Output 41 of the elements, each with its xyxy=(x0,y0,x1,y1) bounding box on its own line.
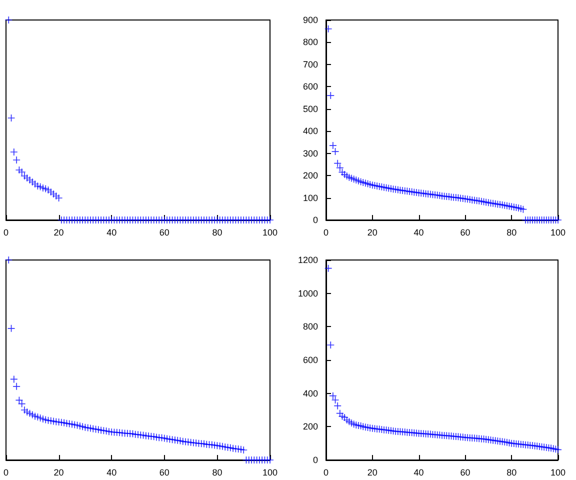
y-tick-label: 400 xyxy=(302,126,318,136)
y-tick-label: 0 xyxy=(312,455,318,465)
x-tick-label: 80 xyxy=(506,468,517,478)
x-tick-label: 0 xyxy=(323,228,329,238)
x-tick-label: 20 xyxy=(367,228,378,238)
x-tick-label: 80 xyxy=(212,228,222,238)
y-tick-label: 1200 xyxy=(298,255,318,265)
x-tick-label: 40 xyxy=(106,468,117,478)
y-tick-label: 1000 xyxy=(298,288,318,298)
x-tick-label: 0 xyxy=(323,468,329,478)
y-tick-label: 300 xyxy=(302,148,318,158)
y-tick-label: 900 xyxy=(302,15,318,25)
x-tick-label: 80 xyxy=(506,228,517,238)
y-tick-label: 800 xyxy=(302,322,318,332)
x-tick-label: 80 xyxy=(212,468,222,478)
y-tick-label: 600 xyxy=(302,82,318,92)
x-tick-label: 100 xyxy=(262,228,278,238)
x-tick-label: 100 xyxy=(262,468,278,478)
x-tick-label: 100 xyxy=(550,228,566,238)
y-tick-label: 700 xyxy=(302,59,318,70)
y-tick-label: 100 xyxy=(302,192,318,203)
x-tick-label: 20 xyxy=(54,468,64,478)
x-tick-label: 20 xyxy=(54,228,64,238)
y-tick-label: 400 xyxy=(302,388,318,398)
y-tick-label: 500 xyxy=(302,104,318,114)
x-tick-label: 40 xyxy=(106,228,117,238)
x-tick-label: 20 xyxy=(367,468,378,478)
y-tick-label: 200 xyxy=(302,422,318,432)
x-tick-label: 60 xyxy=(460,468,470,478)
x-tick-label: 40 xyxy=(414,228,424,238)
y-tick-label: 0 xyxy=(312,215,318,225)
x-tick-label: 60 xyxy=(460,228,470,238)
x-tick-label: 60 xyxy=(159,228,170,238)
x-tick-label: 100 xyxy=(550,468,566,478)
y-tick-label: 600 xyxy=(302,355,318,365)
y-tick-label: 800 xyxy=(302,37,318,48)
y-tick-label: 200 xyxy=(302,170,318,181)
x-tick-label: 40 xyxy=(414,468,424,478)
x-tick-label: 0 xyxy=(3,468,9,478)
x-tick-label: 0 xyxy=(3,228,9,238)
x-tick-label: 60 xyxy=(159,468,170,478)
